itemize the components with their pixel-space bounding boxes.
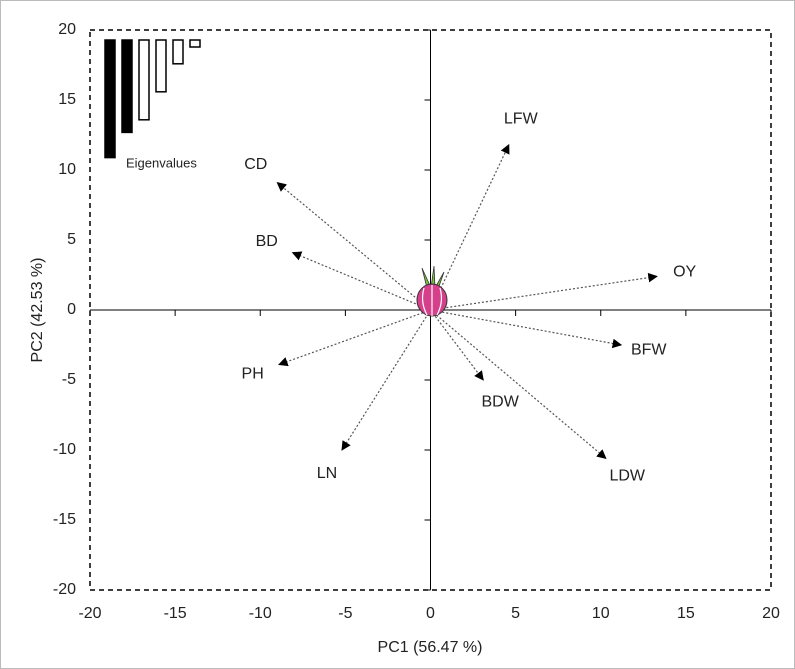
y-tick-label: 15 — [58, 91, 76, 108]
x-tick-label: 20 — [762, 605, 780, 622]
x-tick-label: 15 — [677, 605, 695, 622]
onion-icon — [416, 265, 448, 317]
eigenvalue-bar — [138, 39, 150, 121]
x-axis-label: PC1 (56.47 %) — [378, 639, 483, 656]
vector-label: LN — [317, 465, 337, 482]
loading-vector — [341, 309, 432, 451]
x-tick-label: 0 — [426, 605, 435, 622]
loading-vector — [278, 309, 431, 367]
x-tick-label: -5 — [338, 605, 352, 622]
y-tick-label: -10 — [53, 441, 76, 458]
vector-label: BFW — [631, 341, 667, 358]
loading-vector — [430, 309, 607, 460]
loading-vector — [429, 143, 510, 311]
vector-label: BDW — [481, 394, 519, 411]
x-tick-label: -15 — [164, 605, 187, 622]
vector-label: LFW — [504, 111, 539, 128]
x-tick-label: -10 — [249, 605, 272, 622]
x-tick-label: 10 — [592, 605, 610, 622]
vector-label: OY — [673, 264, 696, 281]
y-tick-label: 5 — [67, 231, 76, 248]
vector-label: CD — [244, 156, 267, 173]
y-tick-label: -15 — [53, 511, 76, 528]
loading-vector — [430, 309, 484, 381]
vector-label: PH — [242, 365, 264, 382]
loading-vector — [291, 251, 431, 311]
y-tick-label: 10 — [58, 161, 76, 178]
y-tick-label: 20 — [58, 21, 76, 38]
y-tick-label: -5 — [62, 371, 76, 388]
x-tick-label: 5 — [511, 605, 520, 622]
x-tick-label: -20 — [78, 605, 101, 622]
loading-vector — [430, 272, 658, 311]
vector-label: LDW — [609, 468, 645, 485]
eigenvalue-bar — [155, 39, 167, 93]
loading-vector — [276, 181, 431, 311]
eigenvalue-bar — [121, 39, 133, 134]
eigenvalue-bar — [189, 39, 201, 48]
y-axis-label: PC2 (42.53 %) — [29, 258, 46, 363]
y-tick-label: -20 — [53, 581, 76, 598]
vector-label: BD — [256, 233, 278, 250]
eigen-title: Eigenvalues — [126, 155, 197, 170]
eigenvalue-bar — [172, 39, 184, 65]
loading-vector — [430, 309, 623, 349]
eigenvalue-bar — [104, 39, 116, 159]
y-tick-label: 0 — [67, 301, 76, 318]
